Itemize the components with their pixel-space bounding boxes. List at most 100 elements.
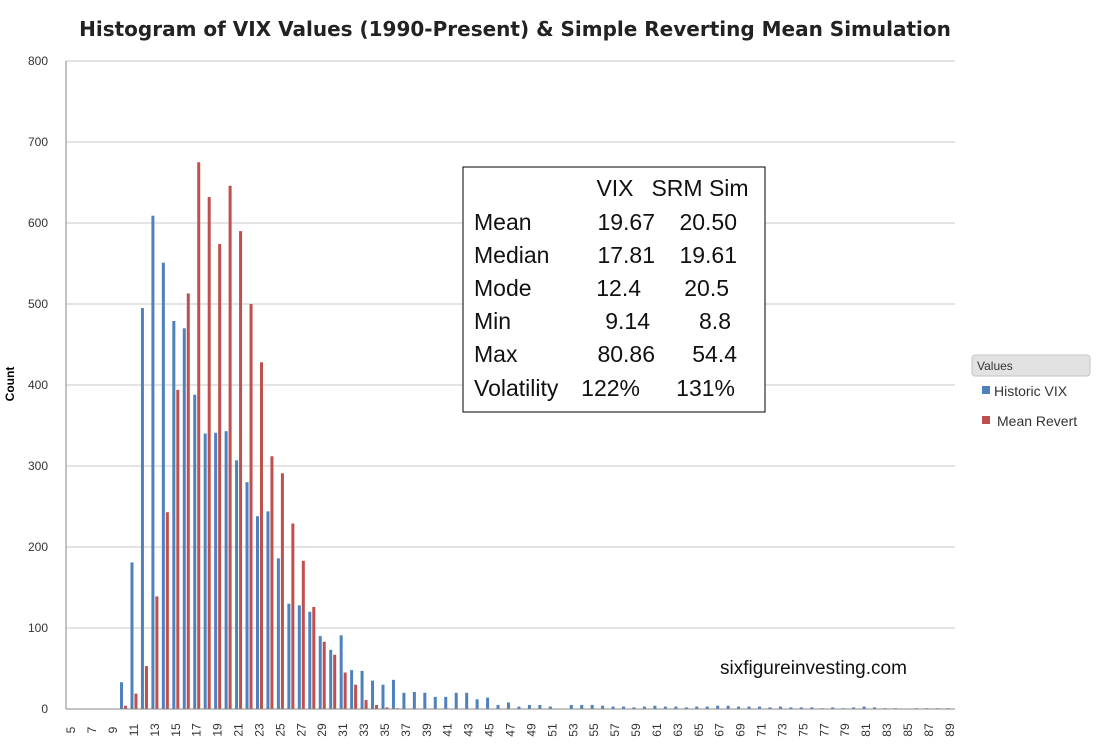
x-tick-label: 79 — [838, 723, 852, 737]
y-tick-label: 500 — [28, 297, 48, 311]
stats-row-label: Min — [474, 308, 511, 334]
bar-historic-vix — [590, 704, 594, 709]
bar-mean-revert — [375, 704, 379, 709]
bar-historic-vix — [611, 706, 615, 709]
bar-historic-vix — [182, 328, 186, 709]
bar-historic-vix — [548, 706, 552, 709]
bar-historic-vix — [465, 692, 469, 709]
x-tick-label: 65 — [692, 723, 706, 737]
bar-mean-revert — [322, 641, 326, 709]
stats-table: VIX SRM Sim Mean 19.67 20.50 Median 17.8… — [462, 166, 766, 413]
x-tick-label: 53 — [566, 723, 580, 737]
chart-title: Histogram of VIX Values (1990-Present) &… — [79, 17, 951, 41]
bar-historic-vix — [402, 692, 406, 709]
bar-mean-revert — [249, 304, 253, 709]
y-tick-label: 400 — [28, 378, 48, 392]
bar-mean-revert — [354, 684, 358, 709]
x-tick-label: 29 — [315, 723, 329, 737]
x-tick-label: 41 — [441, 723, 455, 737]
bar-historic-vix — [799, 707, 803, 709]
bar-historic-vix — [695, 706, 699, 709]
bar-historic-vix — [873, 707, 877, 709]
x-tick-label: 59 — [629, 723, 643, 737]
x-tick-label: 67 — [713, 723, 727, 737]
bar-historic-vix — [151, 215, 155, 709]
bar-historic-vix — [705, 706, 709, 709]
stats-row-label: Mean — [474, 209, 532, 235]
stats-row-vix: 122% — [581, 375, 640, 401]
bar-historic-vix — [653, 705, 657, 709]
bar-historic-vix — [235, 460, 239, 709]
x-tick-label: 13 — [148, 723, 162, 737]
x-tick-label: 87 — [922, 723, 936, 737]
x-tick-label: 11 — [127, 723, 141, 736]
bar-historic-vix — [716, 705, 720, 709]
bar-mean-revert — [186, 293, 190, 709]
bar-historic-vix — [266, 511, 270, 709]
bar-historic-vix — [287, 603, 291, 709]
x-tick-label: 57 — [608, 723, 622, 737]
legend-label-mean-revert: Mean Revert — [997, 413, 1077, 429]
x-tick-labels: 5 7 9 11 13 15 17 19 21 23 25 27 29 31 33 35 37 39 41 43 45 4… — [64, 723, 957, 737]
bar-historic-vix — [632, 707, 636, 709]
stats-row-label: Mode — [474, 275, 532, 301]
x-tick-label: 75 — [796, 723, 810, 737]
y-tick-label: 700 — [28, 135, 48, 149]
bar-historic-vix — [120, 682, 124, 709]
bar-historic-vix — [642, 706, 646, 709]
bar-mean-revert — [280, 473, 284, 709]
bar-historic-vix — [778, 706, 782, 709]
bar-historic-vix — [674, 706, 678, 709]
bar-historic-vix — [663, 706, 667, 709]
bar-mean-revert — [207, 197, 211, 709]
bar-mean-revert — [124, 705, 128, 709]
bar-historic-vix — [538, 704, 542, 709]
bar-mean-revert — [301, 560, 305, 709]
x-tick-label: 27 — [294, 723, 308, 737]
stats-table-border — [462, 166, 766, 413]
x-tick-label: 23 — [252, 723, 266, 737]
x-tick-label: 9 — [106, 726, 120, 733]
bar-mean-revert — [291, 523, 295, 709]
bar-historic-vix — [517, 706, 521, 709]
bar-historic-vix — [161, 262, 165, 709]
x-tick-label: 55 — [587, 723, 601, 737]
legend-swatch-mean-revert — [982, 416, 990, 424]
legend-title-box — [971, 354, 1091, 377]
bar-mean-revert — [270, 456, 274, 709]
bar-historic-vix — [339, 635, 343, 709]
bar-historic-vix — [130, 562, 134, 709]
x-tick-label: 69 — [734, 723, 748, 737]
legend: Values Historic VIX Mean Revert — [971, 354, 1091, 429]
bar-historic-vix — [391, 679, 395, 709]
bar-historic-vix — [140, 308, 144, 709]
y-tick-label: 800 — [28, 54, 48, 68]
bar-mean-revert — [134, 693, 138, 709]
x-tick-label: 37 — [399, 723, 413, 737]
y-tick-label: 300 — [28, 459, 48, 473]
y-axis-label: Count — [3, 367, 17, 402]
x-tick-label: 85 — [901, 723, 915, 737]
y-tick-label: 600 — [28, 216, 48, 230]
x-tick-label: 63 — [671, 723, 685, 737]
x-tick-label: 21 — [232, 723, 246, 737]
bar-mean-revert — [239, 231, 243, 709]
bar-historic-vix — [496, 704, 500, 709]
x-tick-label: 73 — [775, 723, 789, 737]
x-tick-label: 19 — [211, 723, 225, 737]
bar-historic-vix — [475, 699, 479, 709]
bar-mean-revert — [312, 606, 316, 709]
stats-row-srm: 19.61 — [679, 242, 737, 268]
bar-mean-revert — [259, 362, 263, 709]
stats-header-vix: VIX — [596, 175, 633, 201]
bar-historic-vix — [569, 704, 573, 709]
bar-historic-vix — [527, 704, 531, 709]
x-tick-label: 51 — [545, 723, 559, 737]
bar-mean-revert — [343, 672, 347, 709]
x-tick-label: 47 — [504, 723, 518, 737]
bar-mean-revert — [165, 512, 169, 709]
bar-mean-revert — [385, 707, 389, 709]
bar-mean-revert — [364, 700, 368, 709]
bar-historic-vix — [381, 684, 385, 709]
bar-series — [120, 162, 950, 710]
